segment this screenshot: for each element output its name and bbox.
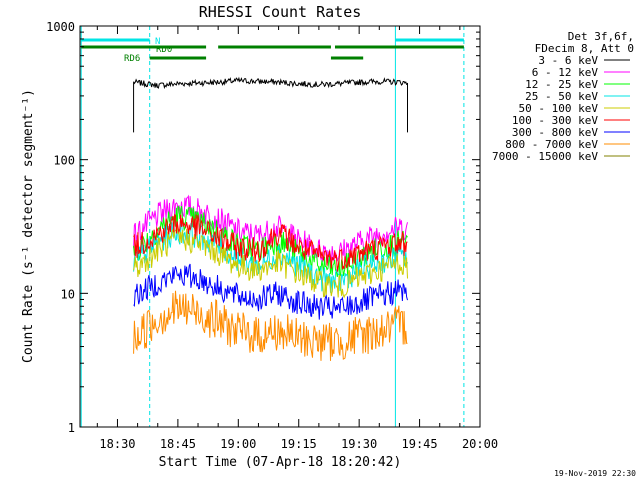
y-tick-label-2: 100 — [53, 154, 75, 168]
y-tick-label-1: 10 — [61, 287, 75, 301]
legend-header-line-1: Det 3f,6f, — [568, 30, 634, 43]
series-line-100-300keV — [133, 213, 408, 272]
legend-label-6: 300 - 800 keV — [512, 126, 598, 139]
chart-title: RHESSI Count Rates — [199, 3, 362, 21]
flag-label-n: N — [155, 37, 160, 47]
x-tick-label-0: 18:30 — [99, 437, 135, 451]
plot-frame — [79, 25, 481, 428]
series-line-800-7000keV — [133, 290, 408, 361]
legend-label-2: 12 - 25 keV — [525, 78, 598, 91]
legend-label-5: 100 - 300 keV — [512, 114, 598, 127]
data-series — [133, 76, 408, 361]
legend-label-1: 6 - 12 keV — [532, 66, 599, 79]
series-line-300-800keV — [133, 263, 408, 320]
legend-label-0: 3 - 6 keV — [538, 54, 598, 67]
legend-label-3: 25 - 50 keV — [525, 90, 598, 103]
axis-ticks — [80, 26, 481, 428]
vertical-markers — [80, 26, 465, 427]
footer-timestamp: 19-Nov-2019 22:30 — [554, 469, 636, 478]
x-axis-label: Start Time (07-Apr-18 18:20:42) — [159, 455, 402, 470]
legend-label-7: 800 - 7000 keV — [505, 138, 598, 151]
series-line-50-100keV — [133, 225, 408, 299]
y-tick-labels: 1 10 100 1000 — [46, 20, 75, 435]
flag-label-rd0: RD0 — [156, 45, 172, 55]
x-tick-label-2: 19:00 — [220, 437, 256, 451]
x-tick-labels: 18:30 18:45 19:00 19:15 19:30 19:45 20:00 — [99, 437, 498, 451]
legend-label-4: 50 - 100 keV — [519, 102, 599, 115]
series-line-3-6keV — [133, 76, 408, 90]
y-tick-label-0: 1 — [68, 421, 75, 435]
x-tick-label-5: 19:45 — [402, 437, 438, 451]
legend-label-8: 7000 - 15000 keV — [492, 150, 598, 163]
x-tick-label-6: 20:00 — [462, 437, 498, 451]
x-tick-label-1: 18:45 — [160, 437, 196, 451]
x-tick-label-3: 19:15 — [281, 437, 317, 451]
legend-header-line-2: FDecim 8, Att 0 — [535, 42, 634, 55]
x-tick-label-4: 19:30 — [341, 437, 377, 451]
series-line-6-12keV — [133, 194, 408, 265]
y-tick-label-3: 1000 — [46, 20, 75, 34]
series-line-12-25keV — [133, 205, 408, 279]
flag-label-rd6: RD6 — [124, 54, 140, 64]
y-axis-label: Count Rate (s⁻¹ detector segment⁻¹) — [21, 89, 36, 363]
